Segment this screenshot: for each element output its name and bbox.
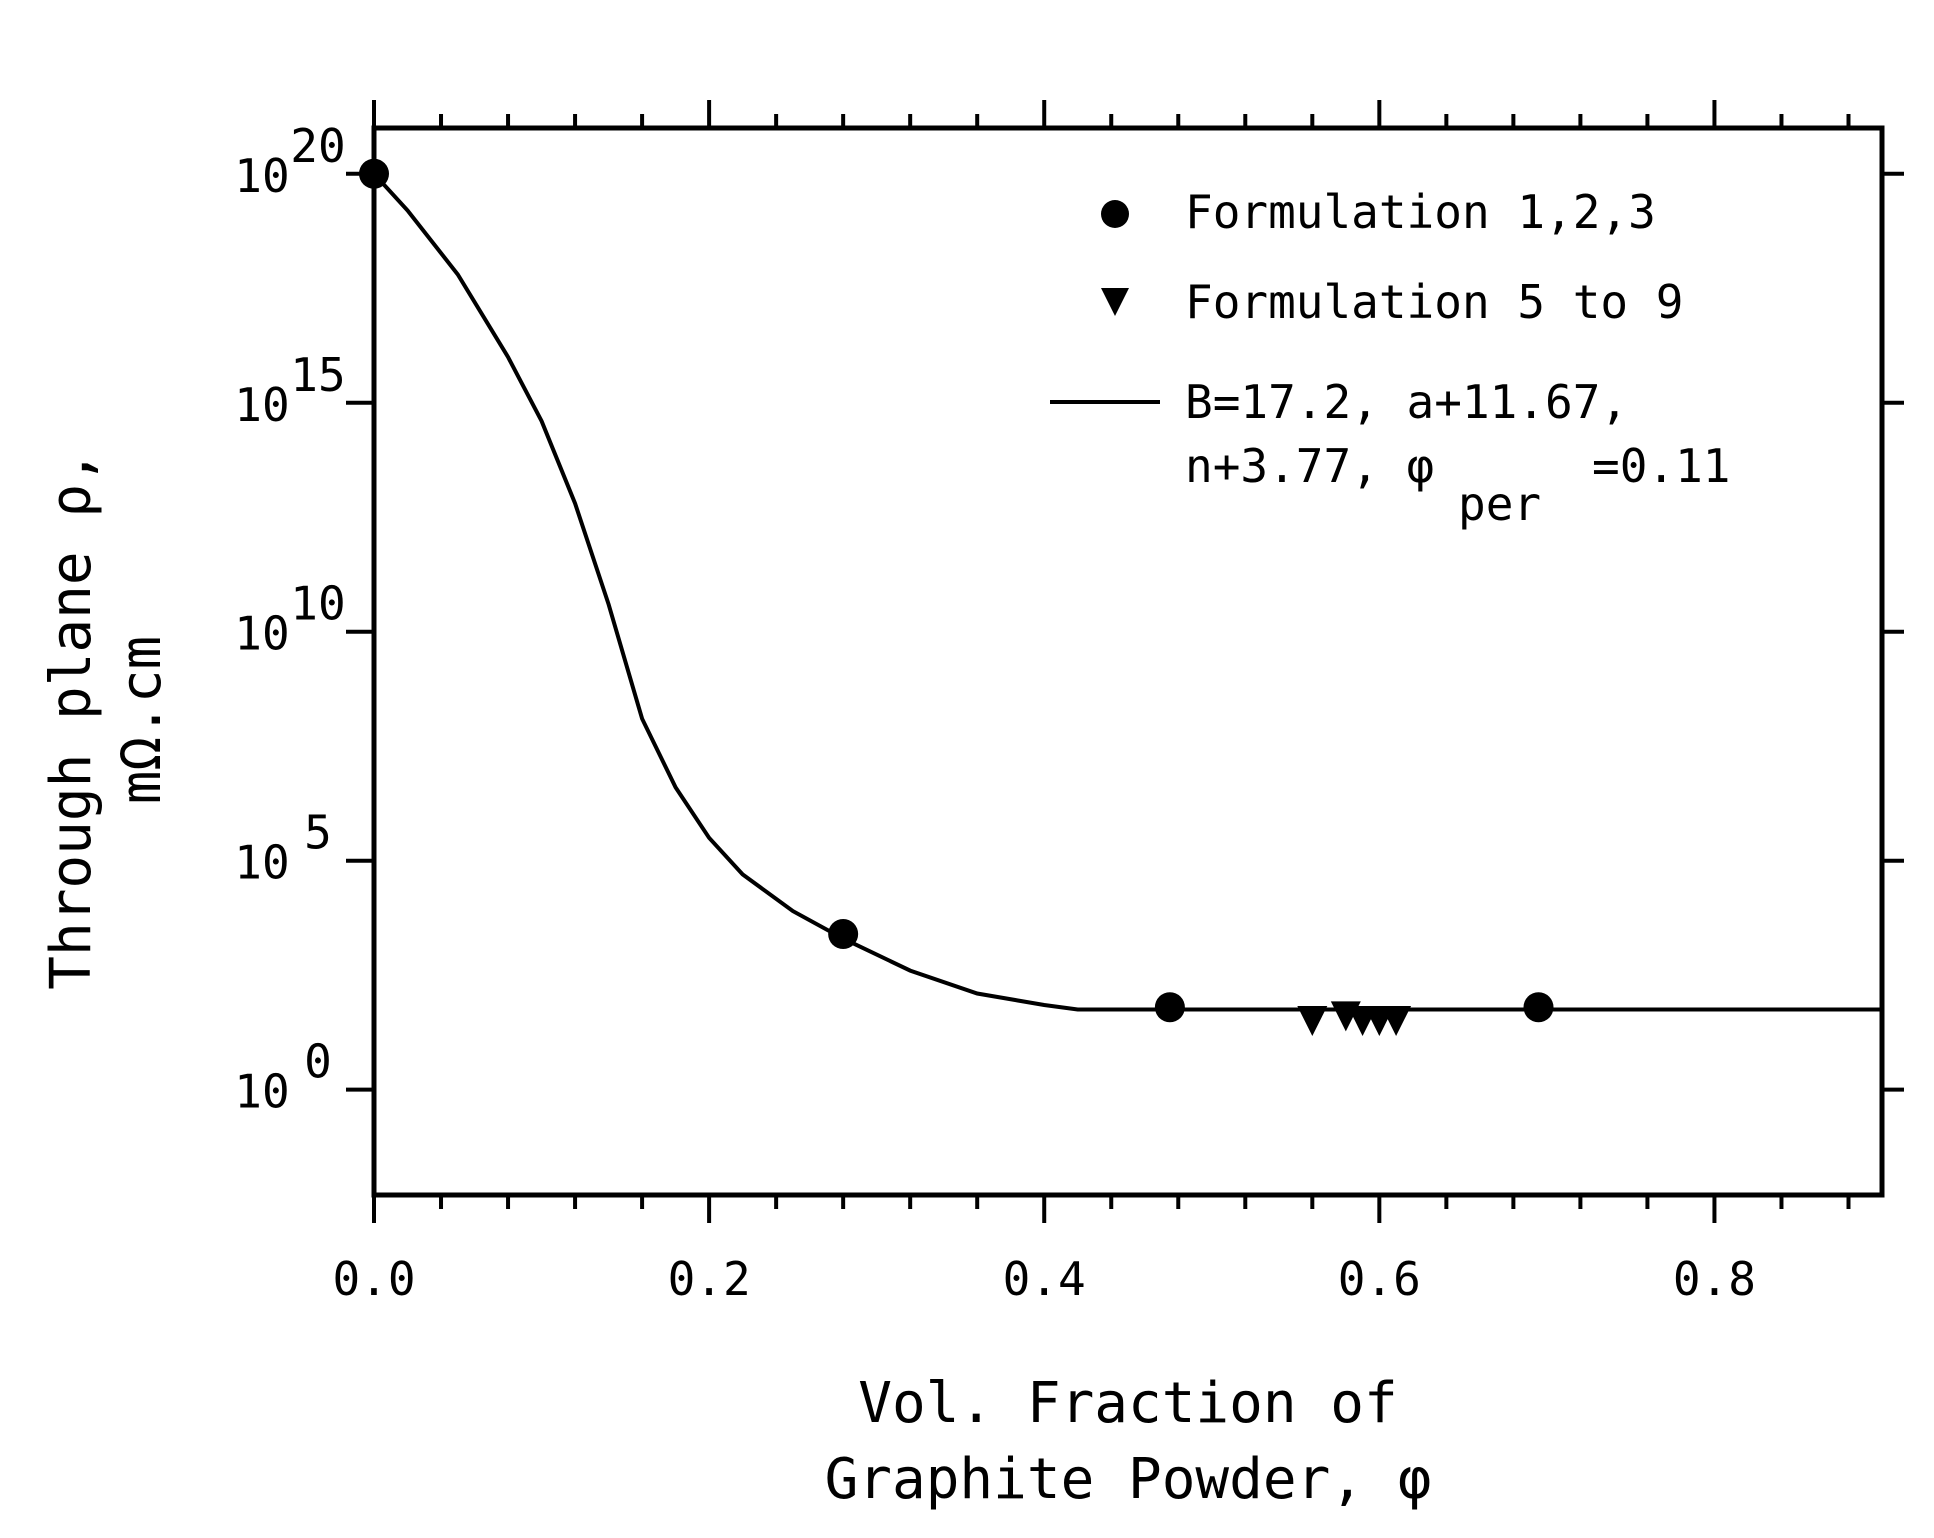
x-tick-label: 0.8 — [1673, 1252, 1756, 1306]
legend-label: Formulation 5 to 9 — [1185, 275, 1684, 329]
y-tick-label-exponent: 15 — [290, 348, 345, 402]
y-tick-label-exponent: 0 — [304, 1035, 332, 1089]
y-tick-label-base: 10 — [234, 378, 289, 432]
x-tick-label: 0.0 — [332, 1252, 415, 1306]
y-axis-title: Through plane ρ, — [39, 450, 104, 989]
x-tick-label: 0.6 — [1338, 1252, 1421, 1306]
legend-marker-triangle — [1101, 288, 1129, 316]
y-tick-label-base: 10 — [234, 607, 289, 661]
legend-label: Formulation 1,2,3 — [1185, 185, 1656, 239]
data-point-circle — [1155, 992, 1185, 1022]
y-axis-title: mΩ.cm — [109, 636, 174, 805]
legend: Formulation 1,2,3 Formulation 5 to 9 B=17.… — [1050, 185, 1730, 531]
legend-label-subscript: per — [1458, 477, 1541, 531]
chart: 0.00.20.40.60.8102010151010105100 Formul… — [0, 0, 1934, 1538]
y-tick-label-exponent: 10 — [290, 577, 345, 631]
data-point-circle — [1524, 992, 1554, 1022]
data-point-triangle — [1297, 1006, 1327, 1036]
axis-ticks — [346, 100, 1904, 1223]
x-axis-title: Graphite Powder, φ — [825, 1447, 1432, 1512]
data-point-circle — [359, 159, 389, 189]
y-tick-label-base: 10 — [234, 836, 289, 890]
y-tick-label-exponent: 5 — [304, 806, 332, 860]
x-tick-label: 0.4 — [1003, 1252, 1086, 1306]
legend-label-line1: B=17.2, a+11.67, — [1185, 375, 1628, 429]
x-axis-title: Vol. Fraction of — [858, 1371, 1397, 1436]
x-tick-label: 0.2 — [668, 1252, 751, 1306]
y-tick-label-exponent: 20 — [290, 119, 345, 173]
data-point-circle — [828, 919, 858, 949]
legend-marker-circle — [1101, 200, 1129, 228]
legend-label-line2: n+3.77, φ — [1185, 439, 1434, 493]
y-tick-label-base: 10 — [234, 149, 289, 203]
legend-label-value: =0.11 — [1592, 439, 1730, 493]
y-tick-label-base: 10 — [234, 1065, 289, 1119]
